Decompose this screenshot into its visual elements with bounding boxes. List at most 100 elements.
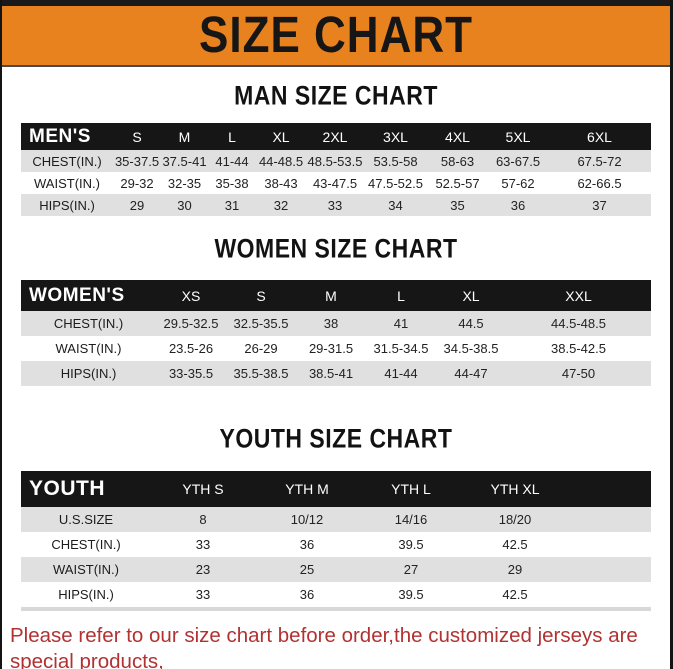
table-row: HIPS(IN.) 29 30 31 32 33 34 35 36 37 [21,194,651,216]
women-heading-text: WOMEN SIZE CHART [214,232,458,264]
size-value: 26-29 [244,341,278,356]
column-header: 2XL [306,123,364,150]
size-value: 44.5 [458,316,484,331]
column-header: XXL [506,280,651,311]
size-value-empty [567,532,651,557]
header-row: YOUTH YTH S YTH M YTH L YTH XL [21,471,651,507]
column-header: 6XL [548,123,651,150]
column-header: YTH S [151,471,255,507]
size-value: 34.5-38.5 [443,341,499,356]
size-value: 57-62 [501,175,535,191]
header-row: MEN'S S M L XL 2XL 3XL 4XL 5XL 6XL [21,123,651,150]
row-label: CHEST(IN.) [53,316,124,331]
size-value: 29 [129,197,145,213]
size-value: 35-38 [215,175,249,191]
table-row: WAIST(IN.) 23 25 27 29 [21,557,651,582]
row-label: WAIST(IN.) [53,562,119,577]
size-value: 35.5-38.5 [233,366,289,381]
size-value: 23 [195,562,211,577]
size-value: 41 [393,316,409,331]
column-header: M [296,280,366,311]
size-value: 35-37.5 [114,153,160,169]
table-title-cell: MEN'S [21,123,113,150]
size-value: 37 [592,197,607,213]
size-value: 63-67.5 [495,153,541,169]
row-label: WAIST(IN.) [34,175,100,191]
row-label: U.S.SIZE [58,512,114,527]
table-row: HIPS(IN.) 33-35.5 35.5-38.5 38.5-41 41-44 44-… [21,361,651,386]
size-value-empty [567,582,651,609]
column-header: L [208,123,256,150]
row-label: CHEST(IN.) [32,153,102,169]
size-value-empty [567,507,651,532]
women-section-heading: WOMEN SIZE CHART [2,232,670,266]
size-value: 38.5-41 [308,366,354,381]
top-border-strip [2,0,670,6]
size-value: 44-47 [454,366,488,381]
column-header: S [113,123,161,150]
size-value-empty [567,557,651,582]
header-row: WOMEN'S XS S M L XL XXL [21,280,651,311]
size-value: 48.5-53.5 [307,153,363,169]
size-value: 42.5 [502,537,528,552]
size-value: 10/12 [290,512,324,527]
size-value: 37.5-41 [162,153,207,169]
table-row: U.S.SIZE 8 10/12 14/16 18/20 [21,507,651,532]
table-row: HIPS(IN.) 33 36 39.5 42.5 [21,582,651,609]
column-header: YTH L [359,471,463,507]
size-value: 44-48.5 [258,153,304,169]
table-title-cell: WOMEN'S [21,280,156,311]
women-size-table: WOMEN'S XS S M L XL XXL CHEST(IN.) 29.5-32.5 32.5… [21,280,651,386]
table-row: CHEST(IN.) 29.5-32.5 32.5-35.5 38 41 44.5 44.5… [21,311,651,336]
size-value: 31 [224,197,240,213]
size-value: 53.5-58 [373,153,418,169]
column-header: 5XL [488,123,548,150]
column-header: XS [156,280,226,311]
order-policy-note: Please refer to our size chart before or… [2,623,670,669]
banner: SIZE CHART [2,6,670,67]
row-label: HIPS(IN.) [39,197,95,213]
size-value: 38 [323,316,339,331]
size-value: 39.5 [398,537,424,552]
size-value: 36 [510,197,526,213]
size-value: 36 [299,537,315,552]
size-value: 8 [199,512,207,527]
column-header: 4XL [427,123,488,150]
youth-size-table: YOUTH YTH S YTH M YTH L YTH XL U.S.SIZE 8 10/12… [21,471,651,611]
size-value: 27 [403,562,419,577]
size-value: 32-35 [167,175,202,191]
size-value: 14/16 [394,512,428,527]
size-value: 29-31.5 [308,341,354,356]
size-value: 33 [327,197,343,213]
size-value: 34 [388,197,403,213]
size-value: 43-47.5 [312,175,358,191]
order-policy-line-1: Please refer to our size chart before or… [10,624,638,669]
table-row: WAIST(IN.) 23.5-26 26-29 29-31.5 31.5-34.5 34… [21,336,651,361]
size-value: 47.5-52.5 [368,175,423,191]
table-row: WAIST(IN.) 29-32 32-35 35-38 38-43 43-47.5 47.… [21,172,651,194]
size-value: 31.5-34.5 [373,341,429,356]
size-value: 38-43 [264,175,298,191]
size-value: 33-35.5 [168,366,214,381]
size-value: 30 [177,197,192,213]
column-header-empty [567,471,651,507]
column-header: XL [436,280,506,311]
column-header: YTH XL [463,471,567,507]
column-header: 3XL [364,123,427,150]
youth-section-heading: YOUTH SIZE CHART [2,423,670,456]
column-header: YTH M [255,471,359,507]
size-value: 38.5-42.5 [551,341,606,356]
column-header: XL [256,123,306,150]
men-section-heading: MAN SIZE CHART [2,80,670,113]
column-header: S [226,280,296,311]
size-value: 32 [273,197,289,213]
size-value: 42.5 [502,587,528,602]
size-value: 29 [507,562,523,577]
size-value: 52.5-57 [435,175,480,191]
row-label: HIPS(IN.) [60,366,117,381]
size-value: 44.5-48.5 [551,316,606,331]
row-label: HIPS(IN.) [58,587,114,602]
men-size-table: MEN'S S M L XL 2XL 3XL 4XL 5XL 6XL CHEST(IN.) 35-37… [21,123,651,216]
table-row: CHEST(IN.) 35-37.5 37.5-41 41-44 44-48.5 48.5… [21,150,651,172]
